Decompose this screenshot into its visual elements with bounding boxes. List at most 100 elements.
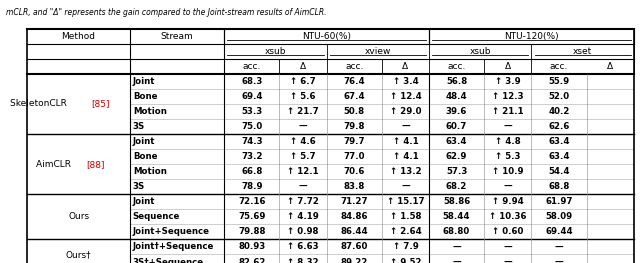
Text: SkeletonCLR: SkeletonCLR: [10, 99, 69, 108]
Text: ↑ 12.1: ↑ 12.1: [287, 167, 319, 176]
Text: Sequence: Sequence: [133, 212, 180, 221]
Text: 63.4: 63.4: [548, 137, 570, 146]
Text: acc.: acc.: [447, 62, 466, 71]
Text: 55.9: 55.9: [548, 77, 570, 86]
Text: Motion: Motion: [133, 107, 167, 116]
Text: 60.7: 60.7: [446, 122, 467, 131]
Text: ↑ 7.9: ↑ 7.9: [392, 242, 419, 251]
Text: Ours: Ours: [68, 212, 89, 221]
Text: Joint: Joint: [133, 197, 156, 206]
Text: 48.4: 48.4: [446, 92, 467, 101]
Text: 68.3: 68.3: [241, 77, 262, 86]
Text: xsub: xsub: [470, 47, 491, 56]
Text: 66.8: 66.8: [241, 167, 262, 176]
Text: ↑ 12.4: ↑ 12.4: [390, 92, 421, 101]
Text: ↑ 6.63: ↑ 6.63: [287, 242, 319, 251]
Text: 68.2: 68.2: [446, 182, 467, 191]
Text: Δ: Δ: [300, 62, 306, 71]
Text: 3S: 3S: [133, 122, 145, 131]
Text: 63.4: 63.4: [548, 152, 570, 161]
Text: Bone: Bone: [133, 92, 157, 101]
Text: ↑ 21.1: ↑ 21.1: [492, 107, 524, 116]
Text: —: —: [401, 182, 410, 191]
Text: ↑ 0.98: ↑ 0.98: [287, 227, 319, 236]
Text: ↑ 5.3: ↑ 5.3: [495, 152, 520, 161]
Text: ↑ 3.9: ↑ 3.9: [495, 77, 520, 86]
Text: [85]: [85]: [92, 99, 110, 108]
Text: 75.0: 75.0: [241, 122, 262, 131]
Text: 80.93: 80.93: [238, 242, 266, 251]
Text: ↑ 10.9: ↑ 10.9: [492, 167, 524, 176]
Text: 50.8: 50.8: [344, 107, 365, 116]
Text: 68.8: 68.8: [548, 182, 570, 191]
Text: AimCLR: AimCLR: [36, 160, 74, 169]
Text: ↑ 4.1: ↑ 4.1: [392, 137, 419, 146]
Text: 58.09: 58.09: [545, 212, 573, 221]
Text: 83.8: 83.8: [344, 182, 365, 191]
Text: ↑ 1.58: ↑ 1.58: [390, 212, 421, 221]
Text: 62.6: 62.6: [548, 122, 570, 131]
Text: ↑ 5.6: ↑ 5.6: [291, 92, 316, 101]
Text: —: —: [299, 122, 307, 131]
Text: xsub: xsub: [265, 47, 286, 56]
Text: 77.0: 77.0: [344, 152, 365, 161]
Text: ↑ 3.4: ↑ 3.4: [392, 77, 419, 86]
Text: 68.80: 68.80: [443, 227, 470, 236]
Text: 69.44: 69.44: [545, 227, 573, 236]
Text: [88]: [88]: [86, 160, 105, 169]
Text: ↑ 6.7: ↑ 6.7: [290, 77, 316, 86]
Text: 3S†+Sequence: 3S†+Sequence: [133, 257, 204, 263]
Text: NTU-120(%): NTU-120(%): [504, 32, 559, 41]
Text: acc.: acc.: [243, 62, 261, 71]
Text: ↑ 13.2: ↑ 13.2: [390, 167, 421, 176]
Text: 84.86: 84.86: [340, 212, 368, 221]
Text: acc.: acc.: [345, 62, 364, 71]
Text: Joint: Joint: [133, 137, 156, 146]
Text: ↑ 21.7: ↑ 21.7: [287, 107, 319, 116]
Text: NTU-60(%): NTU-60(%): [302, 32, 351, 41]
Text: 70.6: 70.6: [344, 167, 365, 176]
Text: 57.3: 57.3: [446, 167, 467, 176]
Text: 62.9: 62.9: [446, 152, 467, 161]
Text: 67.4: 67.4: [344, 92, 365, 101]
Text: 86.44: 86.44: [340, 227, 368, 236]
Text: Joint: Joint: [133, 77, 156, 86]
Text: ↑ 4.6: ↑ 4.6: [290, 137, 316, 146]
Text: 79.88: 79.88: [238, 227, 266, 236]
Text: Joint+Sequence: Joint+Sequence: [133, 227, 210, 236]
Text: ↑ 12.3: ↑ 12.3: [492, 92, 524, 101]
Text: Δ: Δ: [505, 62, 511, 71]
Text: 54.4: 54.4: [548, 167, 570, 176]
Text: 72.16: 72.16: [238, 197, 266, 206]
Text: 53.3: 53.3: [241, 107, 262, 116]
Text: 58.44: 58.44: [443, 212, 470, 221]
Text: ↑ 8.32: ↑ 8.32: [287, 257, 319, 263]
Text: Ours†: Ours†: [66, 250, 92, 259]
Text: 87.60: 87.60: [340, 242, 368, 251]
Text: ↑ 2.64: ↑ 2.64: [390, 227, 421, 236]
Text: —: —: [504, 122, 512, 131]
Text: acc.: acc.: [550, 62, 568, 71]
Text: 71.27: 71.27: [340, 197, 368, 206]
Text: ↑ 5.7: ↑ 5.7: [290, 152, 316, 161]
Text: 56.8: 56.8: [446, 77, 467, 86]
Text: xset: xset: [573, 47, 592, 56]
Text: 76.4: 76.4: [344, 77, 365, 86]
Text: —: —: [299, 182, 307, 191]
Text: ↑ 4.1: ↑ 4.1: [392, 152, 419, 161]
Text: 73.2: 73.2: [241, 152, 262, 161]
Text: —: —: [452, 257, 461, 263]
Text: 52.0: 52.0: [548, 92, 570, 101]
Text: 58.86: 58.86: [443, 197, 470, 206]
Text: 74.3: 74.3: [241, 137, 262, 146]
Text: —: —: [504, 242, 512, 251]
Text: Joint†+Sequence: Joint†+Sequence: [133, 242, 214, 251]
Text: —: —: [504, 257, 512, 263]
Text: 39.6: 39.6: [446, 107, 467, 116]
Text: 78.9: 78.9: [241, 182, 262, 191]
Text: 63.4: 63.4: [446, 137, 467, 146]
Text: —: —: [555, 242, 563, 251]
Text: ↑ 15.17: ↑ 15.17: [387, 197, 424, 206]
Text: ↑ 9.94: ↑ 9.94: [492, 197, 524, 206]
Text: mCLR, and "Δ" represents the gain compared to the Joint-stream results of AimCLR: mCLR, and "Δ" represents the gain compar…: [6, 8, 327, 17]
